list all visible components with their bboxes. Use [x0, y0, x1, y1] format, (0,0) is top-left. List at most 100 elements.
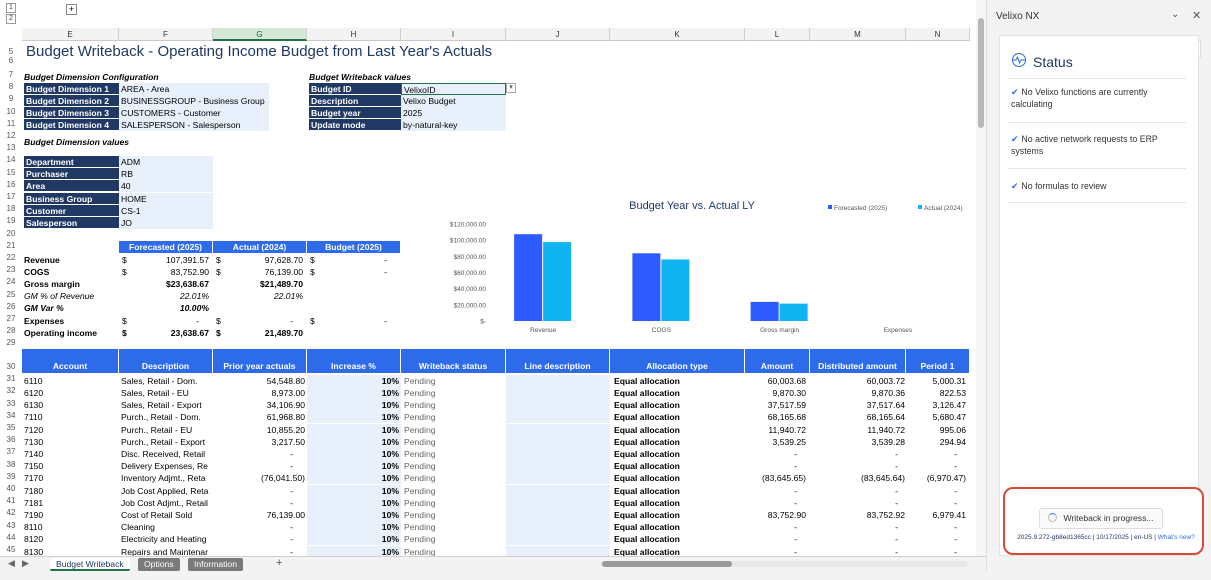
row-header-28[interactable]: 28: [6, 326, 16, 336]
distributed-amount-cell[interactable]: -: [895, 546, 898, 557]
table-header[interactable]: Account: [22, 349, 119, 373]
amount-cell[interactable]: -: [794, 522, 797, 533]
row-header-18[interactable]: 18: [6, 204, 16, 214]
dim-value-input[interactable]: RB: [119, 168, 213, 181]
period-1-cell[interactable]: 5,680.47: [932, 412, 966, 423]
distributed-amount-cell[interactable]: -: [895, 534, 898, 545]
distributed-amount-cell[interactable]: 60,003.72: [866, 375, 905, 386]
table-header[interactable]: Amount: [745, 349, 810, 373]
distributed-amount-cell[interactable]: 11,940.72: [867, 424, 905, 435]
increase-cell[interactable]: 10%: [307, 460, 401, 473]
period-1-cell[interactable]: -: [954, 497, 957, 508]
column-header-k[interactable]: K: [610, 28, 745, 41]
row-header-33[interactable]: 33: [6, 398, 16, 408]
distributed-amount-cell[interactable]: 3,539.28: [871, 436, 905, 447]
writeback-status-cell[interactable]: Pending: [404, 436, 436, 447]
table-header[interactable]: Allocation type: [610, 349, 745, 373]
description-cell[interactable]: Purch., Retail - Export: [121, 436, 206, 447]
distributed-amount-cell[interactable]: 83,752.92: [866, 509, 905, 520]
row-header-17[interactable]: 17: [6, 192, 16, 201]
period-1-cell[interactable]: -: [954, 546, 957, 557]
account-cell[interactable]: 6120: [24, 387, 44, 398]
account-cell[interactable]: 6130: [24, 400, 44, 411]
period-1-cell[interactable]: (6,970.47): [926, 473, 966, 484]
row-header-43[interactable]: 43: [6, 520, 16, 530]
row-header-20[interactable]: 20: [6, 228, 16, 238]
row-header-30[interactable]: 30: [6, 362, 16, 371]
row-header-32[interactable]: 32: [6, 386, 16, 396]
increase-cell[interactable]: 10%: [307, 484, 401, 497]
table-header[interactable]: Increase %: [307, 349, 401, 373]
row-header-36[interactable]: 36: [6, 435, 16, 445]
allocation-type-cell[interactable]: Equal allocation: [614, 473, 680, 484]
prior-year-cell[interactable]: -: [290, 448, 293, 459]
description-cell[interactable]: Purch., Retail - EU: [121, 424, 193, 435]
line-description-cell[interactable]: [506, 521, 610, 534]
outline-level-1-button[interactable]: 1: [6, 3, 16, 13]
prior-year-cell[interactable]: 10,855.20: [266, 424, 305, 435]
account-cell[interactable]: 7140: [24, 448, 44, 459]
allocation-type-cell[interactable]: Equal allocation: [614, 485, 680, 496]
prior-year-cell[interactable]: -: [290, 546, 293, 557]
dim-value-input[interactable]: CS-1: [119, 204, 213, 217]
column-header-f[interactable]: F: [119, 28, 213, 41]
horizontal-scrollbar[interactable]: [600, 561, 968, 567]
row-header-6[interactable]: 6: [8, 56, 14, 65]
row-header-5[interactable]: 5: [8, 47, 14, 56]
column-header-g[interactable]: G: [213, 28, 307, 41]
allocation-type-cell[interactable]: Equal allocation: [614, 412, 680, 423]
row-header-26[interactable]: 26: [6, 301, 16, 311]
prior-year-cell[interactable]: 3,217.50: [271, 436, 305, 447]
dim-config-value[interactable]: BUSINESSGROUP - Business Group: [119, 94, 269, 107]
prior-year-cell[interactable]: -: [290, 461, 293, 472]
increase-cell[interactable]: 10%: [307, 386, 401, 399]
tab-next-icon[interactable]: ▶: [22, 558, 29, 568]
increase-cell[interactable]: 10%: [307, 435, 401, 448]
writeback-status-cell[interactable]: Pending: [404, 522, 436, 533]
allocation-type-cell[interactable]: Equal allocation: [614, 400, 680, 411]
increase-cell[interactable]: 10%: [307, 447, 401, 460]
row-header-42[interactable]: 42: [6, 508, 16, 518]
line-description-cell[interactable]: [506, 460, 610, 473]
distributed-amount-cell[interactable]: 9,870.36: [871, 387, 905, 398]
column-header-m[interactable]: M: [810, 28, 906, 41]
period-1-cell[interactable]: -: [954, 522, 957, 533]
increase-cell[interactable]: 10%: [307, 545, 401, 556]
row-header-37[interactable]: 37: [6, 447, 16, 457]
period-1-cell[interactable]: 995.06: [939, 424, 966, 435]
dim-config-value[interactable]: AREA - Area: [119, 82, 269, 95]
distributed-amount-cell[interactable]: 68,165.64: [866, 412, 905, 423]
amount-cell[interactable]: -: [794, 448, 797, 459]
increase-cell[interactable]: 10%: [307, 374, 401, 387]
writeback-status-cell[interactable]: Pending: [404, 375, 436, 386]
row-header-13[interactable]: 13: [6, 143, 16, 153]
line-description-cell[interactable]: [506, 399, 610, 412]
outline-level-2-button[interactable]: 2: [6, 14, 16, 24]
line-description-cell[interactable]: [506, 508, 610, 521]
vertical-scrollbar[interactable]: [976, 0, 986, 556]
amount-cell[interactable]: 60,003.68: [767, 375, 806, 386]
allocation-type-cell[interactable]: Equal allocation: [614, 375, 680, 386]
line-description-cell[interactable]: [506, 423, 610, 436]
line-description-cell[interactable]: [506, 545, 610, 556]
row-header-14[interactable]: 14: [6, 155, 16, 165]
distributed-amount-cell[interactable]: -: [895, 448, 898, 459]
writeback-value[interactable]: 2025: [401, 107, 506, 120]
allocation-type-cell[interactable]: Equal allocation: [614, 546, 680, 557]
increase-cell[interactable]: 10%: [307, 533, 401, 546]
dim-config-value[interactable]: SALESPERSON - Salesperson: [119, 119, 269, 132]
row-header-23[interactable]: 23: [6, 265, 16, 275]
table-header[interactable]: Distributed amount: [810, 349, 906, 373]
writeback-status-cell[interactable]: Pending: [404, 473, 436, 484]
row-header-11[interactable]: 11: [6, 118, 16, 128]
account-cell[interactable]: 8120: [24, 534, 44, 545]
description-cell[interactable]: Sales, Retail - Export: [121, 400, 202, 411]
column-header-n[interactable]: N: [906, 28, 970, 41]
prior-year-cell[interactable]: (76,041.50): [261, 473, 305, 484]
scrollbar-thumb[interactable]: [978, 18, 984, 128]
increase-cell[interactable]: 10%: [307, 508, 401, 521]
prior-year-cell[interactable]: 34,106.90: [266, 400, 305, 411]
row-header-25[interactable]: 25: [6, 289, 16, 299]
period-1-cell[interactable]: 6,979.41: [932, 509, 966, 520]
